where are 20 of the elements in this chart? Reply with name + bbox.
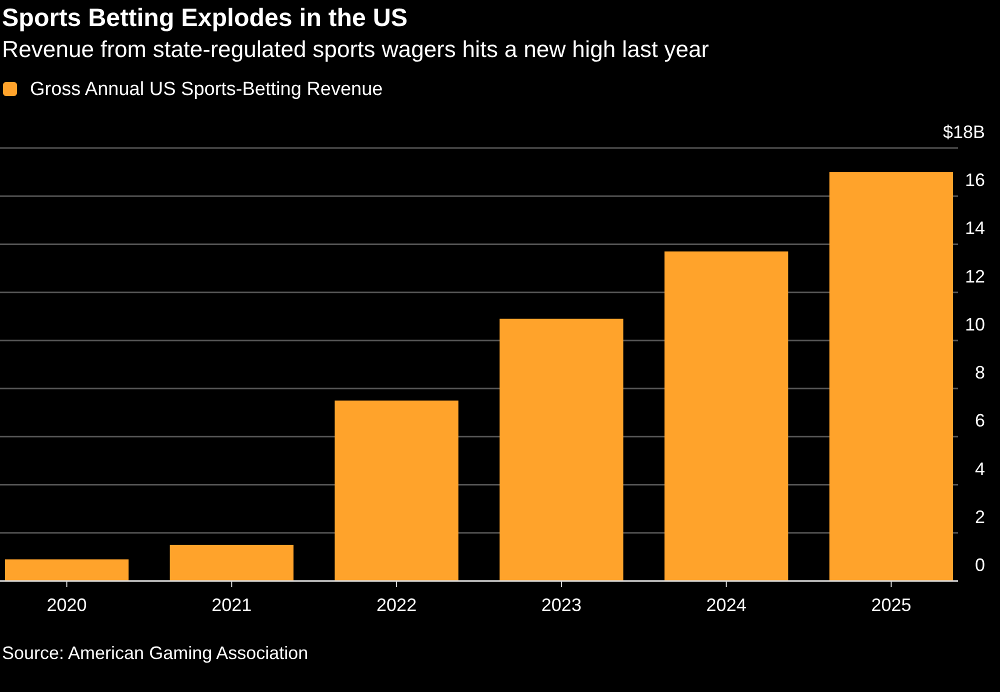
x-tick-label: 2025 [871, 595, 912, 615]
chart-title: Sports Betting Explodes in the US [2, 4, 408, 32]
y-tick-label: 4 [974, 458, 985, 479]
y-tick-label: 6 [974, 410, 985, 431]
y-tick-label: 0 [974, 555, 985, 575]
y-tick-label: 14 [964, 218, 985, 238]
y-tick-label: 10 [964, 314, 985, 334]
x-tick-label: 2021 [212, 595, 252, 615]
y-tick-label: 2 [974, 506, 985, 527]
x-tick-label: 2020 [46, 595, 87, 615]
x-tick-label: 2023 [541, 595, 582, 615]
x-tick-label: 2024 [706, 595, 746, 615]
legend-label: Gross Annual US Sports-Betting Revenue [30, 79, 383, 100]
y-tick-label: 16 [964, 170, 985, 190]
x-tick-label: 2022 [376, 595, 417, 615]
chart-subtitle: Revenue from state-regulated sports wagers hits a new high last year [2, 36, 710, 62]
y-tick-label: 8 [974, 362, 985, 383]
source-note: Source: American Gaming Association [2, 643, 308, 663]
y-tick-label: $18B [942, 122, 985, 142]
y-tick-label: 12 [964, 266, 985, 286]
